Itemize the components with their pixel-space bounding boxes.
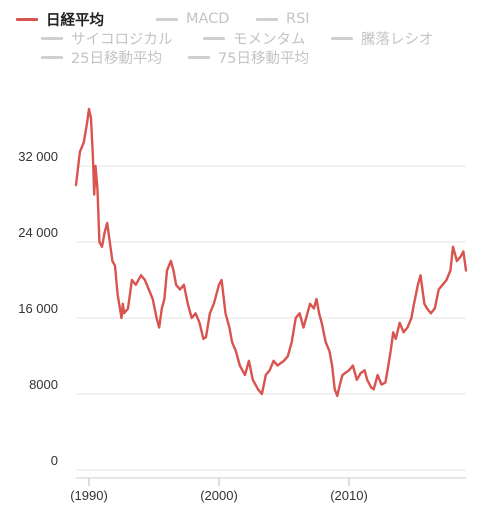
legend-swatch: [203, 36, 225, 40]
legend-label: RSI: [286, 11, 310, 27]
legend-label: 騰落レシオ: [361, 31, 434, 48]
y-tick-label: 24 000: [18, 225, 58, 240]
legend-label: 日経平均: [46, 12, 104, 29]
legend-label: MACD: [186, 11, 230, 27]
legend-item-ma25[interactable]: 25日移動平均: [41, 46, 162, 68]
y-tick-label: 8000: [29, 377, 58, 392]
legend-label: モメンタム: [233, 31, 306, 48]
legend-item-ma75[interactable]: 75日移動平均: [188, 46, 309, 68]
legend-item-psychological[interactable]: サイコロジカル: [41, 27, 173, 49]
legend-label: サイコロジカル: [71, 31, 173, 48]
legend-swatch: [256, 17, 278, 21]
x-tick-label: (1990): [70, 488, 108, 503]
legend-item-macd[interactable]: MACD: [156, 8, 229, 30]
x-axis-ticks: (1990) (2000) (2010): [70, 478, 368, 503]
legend-item-advance-decline[interactable]: 騰落レシオ: [331, 27, 434, 49]
x-tick-label: (2000): [200, 488, 238, 503]
legend-swatch: [41, 36, 63, 40]
y-tick-label: 16 000: [18, 301, 58, 316]
legend-item-nikkei[interactable]: 日経平均: [16, 8, 104, 30]
legend-swatch: [331, 36, 353, 40]
legend-swatch: [16, 17, 38, 21]
legend-item-rsi[interactable]: RSI: [256, 8, 310, 30]
series-line-nikkei: [74, 107, 468, 398]
legend-label: 75日移動平均: [218, 50, 309, 67]
legend-swatch: [188, 55, 210, 59]
y-tick-label: 0: [51, 453, 58, 468]
legend-swatch: [156, 17, 178, 21]
x-tick-label: (2010): [330, 488, 368, 503]
series-layer: [74, 107, 468, 398]
y-axis-ticks: 0 8000 16 000 24 000 32 000: [18, 149, 58, 468]
legend-swatch: [41, 55, 63, 59]
legend-item-momentum[interactable]: モメンタム: [203, 27, 306, 49]
y-tick-label: 32 000: [18, 149, 58, 164]
legend-label: 25日移動平均: [71, 50, 162, 67]
grid-layer: [76, 165, 466, 479]
